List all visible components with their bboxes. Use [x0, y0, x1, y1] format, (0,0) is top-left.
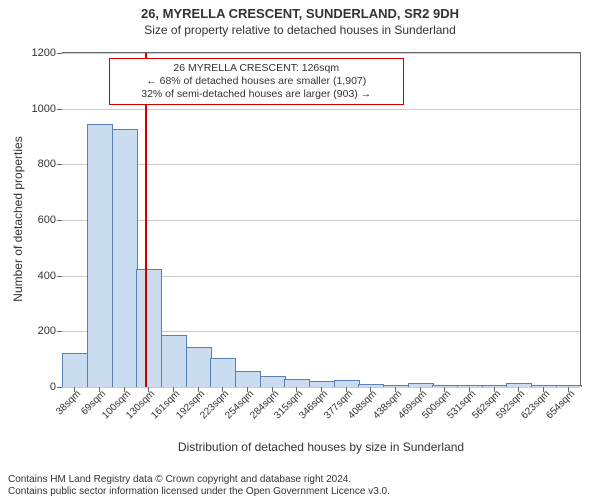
footer-attribution: Contains HM Land Registry data © Crown c… [0, 474, 600, 498]
title-line1: 26, MYRELLA CRESCENT, SUNDERLAND, SR2 9D… [0, 0, 600, 21]
ytick-label: 600 [38, 214, 62, 226]
histogram-bar [161, 335, 187, 387]
histogram-bar [62, 353, 88, 387]
ytick-label: 1200 [32, 47, 62, 59]
histogram-bar [87, 124, 113, 387]
histogram-bar [210, 358, 236, 387]
ytick-label: 0 [50, 381, 62, 393]
ytick-label: 200 [38, 325, 62, 337]
histogram-bar [112, 129, 138, 387]
histogram-bar [186, 347, 212, 387]
annotation-line: 32% of semi-detached houses are larger (… [116, 88, 397, 101]
histogram-bar [136, 269, 162, 387]
ytick-label: 1000 [32, 103, 62, 115]
ytick-label: 400 [38, 270, 62, 282]
footer-line2: Contains public sector information licen… [8, 486, 600, 498]
gridline [62, 53, 580, 54]
histogram-bar [260, 376, 286, 387]
annotation-box: 26 MYRELLA CRESCENT: 126sqm← 68% of deta… [109, 58, 404, 105]
histogram-bar [235, 371, 261, 387]
gridline [62, 109, 580, 110]
annotation-line: ← 68% of detached houses are smaller (1,… [116, 75, 397, 88]
histogram-bar [408, 383, 434, 387]
x-axis-label: Distribution of detached houses by size … [178, 440, 464, 454]
y-axis-label: Number of detached properties [11, 136, 25, 301]
gridline [62, 220, 580, 221]
gridline [62, 164, 580, 165]
title-line2: Size of property relative to detached ho… [0, 21, 600, 37]
annotation-line: 26 MYRELLA CRESCENT: 126sqm [116, 62, 397, 75]
histogram-bar [284, 379, 310, 387]
chart-container: 26, MYRELLA CRESCENT, SUNDERLAND, SR2 9D… [0, 0, 600, 500]
histogram-bar [334, 380, 360, 387]
plot-area: 02004006008001000120038sqm69sqm100sqm130… [62, 52, 581, 387]
ytick-label: 800 [38, 158, 62, 170]
footer-line1: Contains HM Land Registry data © Crown c… [8, 474, 600, 486]
